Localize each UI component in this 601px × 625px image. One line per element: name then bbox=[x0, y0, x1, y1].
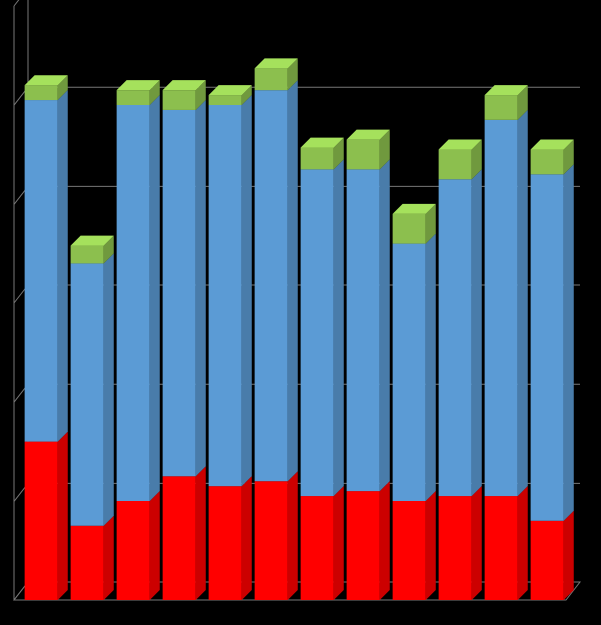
bar-face-side bbox=[564, 511, 574, 600]
bar-face-side bbox=[58, 90, 68, 442]
bar-face-front bbox=[255, 68, 288, 90]
bar-face-front bbox=[25, 442, 58, 600]
bar-face-front bbox=[209, 486, 242, 600]
bar-face-side bbox=[196, 100, 206, 476]
bar-face-front bbox=[485, 95, 518, 120]
bar-face-front bbox=[71, 263, 104, 525]
bar-face-front bbox=[531, 150, 564, 175]
bar-face-side bbox=[518, 486, 528, 600]
bar-face-front bbox=[347, 169, 380, 491]
bar-face-front bbox=[393, 244, 426, 501]
bar-face-front bbox=[209, 95, 242, 105]
bar-face-front bbox=[117, 105, 150, 501]
bar-face-front bbox=[531, 174, 564, 521]
bar-face-front bbox=[393, 214, 426, 244]
bar-face-side bbox=[426, 491, 436, 600]
bar-face-front bbox=[485, 496, 518, 600]
bar-face-front bbox=[439, 179, 472, 496]
bar-face-front bbox=[117, 501, 150, 600]
bar-face-front bbox=[25, 100, 58, 442]
bar-face-side bbox=[288, 80, 298, 481]
bar-face-side bbox=[104, 253, 114, 525]
bar-face-front bbox=[347, 140, 380, 170]
bar-face-front bbox=[393, 501, 426, 600]
bar-face-front bbox=[255, 90, 288, 481]
bar-face-front bbox=[163, 476, 196, 600]
bar-face-side bbox=[472, 486, 482, 600]
bar-face-front bbox=[347, 491, 380, 600]
bar-face-front bbox=[485, 120, 518, 496]
bar-face-side bbox=[58, 432, 68, 600]
bar-face-side bbox=[104, 516, 114, 600]
bar-face-front bbox=[117, 90, 150, 105]
bar-face-front bbox=[301, 169, 334, 496]
bar-face-front bbox=[439, 496, 472, 600]
bar-face-front bbox=[25, 85, 58, 100]
bar-face-front bbox=[301, 148, 334, 170]
bar-face-side bbox=[472, 169, 482, 496]
bar-face-side bbox=[426, 234, 436, 501]
bar-face-side bbox=[242, 95, 252, 486]
bar-face-side bbox=[150, 491, 160, 600]
bar-face-side bbox=[196, 466, 206, 600]
bar-face-side bbox=[334, 486, 344, 600]
stacked-bar-3d-chart bbox=[0, 0, 601, 625]
bar-face-side bbox=[288, 471, 298, 600]
bar-face-side bbox=[334, 159, 344, 496]
bar-face-side bbox=[150, 95, 160, 501]
bar-face-front bbox=[209, 105, 242, 486]
bar-face-front bbox=[439, 150, 472, 180]
bar-face-side bbox=[380, 159, 390, 491]
bar-face-front bbox=[163, 90, 196, 110]
bar-face-front bbox=[163, 110, 196, 476]
bar-face-front bbox=[531, 521, 564, 600]
bar-face-side bbox=[380, 481, 390, 600]
bar-face-front bbox=[71, 526, 104, 600]
bar-face-front bbox=[301, 496, 334, 600]
bar-face-front bbox=[71, 246, 104, 264]
bar-face-front bbox=[255, 481, 288, 600]
bar-face-side bbox=[518, 110, 528, 496]
bar-face-side bbox=[242, 476, 252, 600]
bar-face-side bbox=[564, 164, 574, 521]
